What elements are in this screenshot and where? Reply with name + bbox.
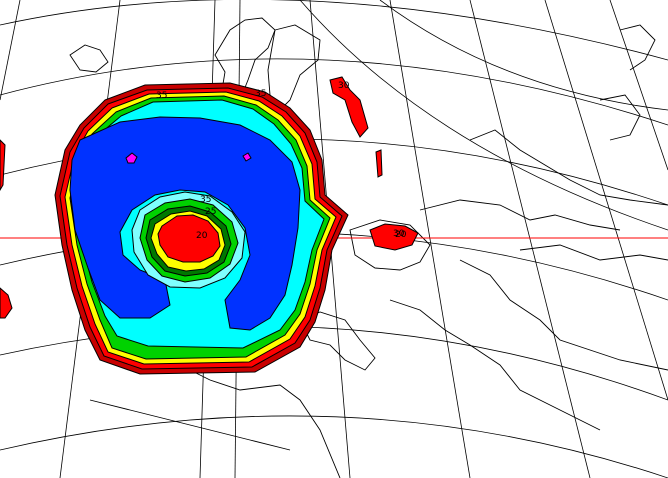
patch-left-lower bbox=[0, 287, 13, 319]
contour-core-red bbox=[157, 214, 221, 263]
contour-label: 30 bbox=[393, 229, 405, 239]
contour-label: 20 bbox=[196, 231, 208, 241]
contour-spot-magenta-east bbox=[242, 152, 252, 162]
contour-label: 35 bbox=[156, 91, 167, 101]
contour-label: 25 bbox=[205, 207, 216, 217]
contour-band-blue bbox=[69, 116, 301, 331]
contour-label: 35 bbox=[255, 89, 266, 99]
contour-labels: 35 35 30 35 25 20 30 20 bbox=[156, 81, 407, 241]
contour-field bbox=[54, 82, 349, 375]
patch-left-upper bbox=[0, 139, 6, 191]
contour-label: 20 bbox=[395, 230, 407, 240]
patch-sliver bbox=[375, 149, 383, 178]
contour-patches bbox=[0, 76, 419, 319]
contour-label: 30 bbox=[338, 81, 350, 91]
contour-label: 35 bbox=[200, 195, 211, 205]
contour-spot-magenta-west bbox=[125, 152, 138, 164]
patch-north bbox=[329, 76, 369, 138]
patch-east bbox=[369, 223, 419, 251]
